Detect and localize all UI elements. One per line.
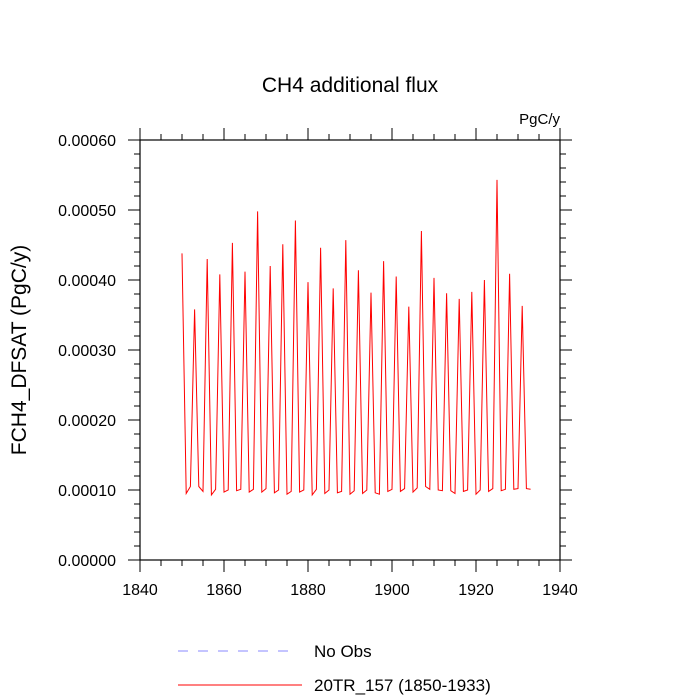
y-tick-label: 0.00020 <box>58 413 116 430</box>
legend-label-20tr-157: 20TR_157 (1850-1933) <box>314 676 491 695</box>
chart-title: CH4 additional flux <box>262 74 439 97</box>
y-tick-labels: 0.00000 0.00010 0.00020 0.00030 0.00040 0.000… <box>58 133 116 570</box>
legend: No Obs 20TR_157 (1850-1933) <box>178 642 491 695</box>
y-axis-label: FCH4_DFSAT (PgC/y) <box>8 245 31 455</box>
x-tick-label: 1860 <box>206 582 242 599</box>
y-tick-label: 0.00000 <box>58 553 116 570</box>
units-label: PgC/y <box>519 111 560 128</box>
x-tick-label: 1940 <box>542 582 578 599</box>
y-tick-label: 0.00030 <box>58 343 116 360</box>
series-line-20tr-157-1850-1933 <box>181 179 531 497</box>
x-tick-label: 1900 <box>374 582 410 599</box>
y-tick-label: 0.00050 <box>58 203 116 220</box>
y-tick-label: 0.00010 <box>58 483 116 500</box>
x-tick-label: 1880 <box>290 582 326 599</box>
legend-label-no-obs: No Obs <box>314 642 372 661</box>
y-tick-label: 0.00040 <box>58 273 116 290</box>
x-tick-label: 1840 <box>122 582 158 599</box>
x-tick-label: 1920 <box>458 582 494 599</box>
series-group <box>181 179 531 497</box>
x-tick-labels: 1840 1860 1880 1900 1920 1940 <box>122 582 578 599</box>
y-tick-label: 0.00060 <box>58 133 116 150</box>
axis-ticks <box>128 128 572 572</box>
